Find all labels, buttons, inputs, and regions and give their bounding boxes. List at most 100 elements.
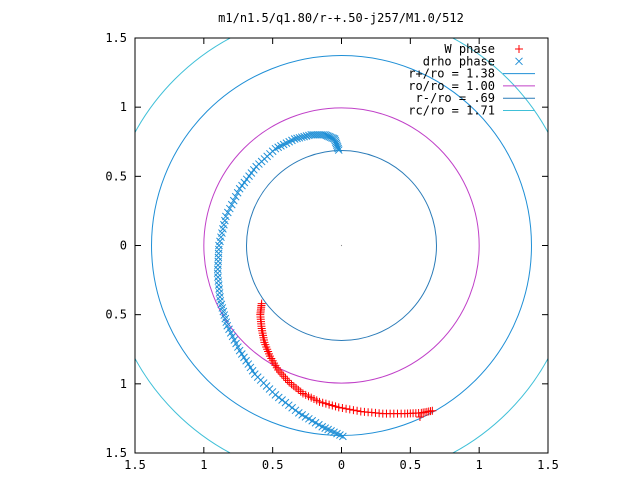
data-point <box>300 132 308 141</box>
data-point <box>293 134 301 143</box>
data-point <box>328 133 336 142</box>
x-tick-label: 0 <box>338 458 345 472</box>
data-point <box>231 192 240 201</box>
y-tick-label: 0.5 <box>105 169 127 183</box>
data-point <box>289 382 298 391</box>
x-tick-label: 1 <box>200 458 207 472</box>
data-point <box>279 372 288 381</box>
data-point <box>287 380 296 389</box>
data-point <box>240 178 249 187</box>
legend-label: r-/ro = .69 <box>416 91 495 105</box>
data-point <box>248 366 257 375</box>
data-point <box>331 402 340 411</box>
legend-label: rc/ro = 1.71 <box>408 104 495 118</box>
data-point <box>330 135 339 143</box>
legend-label: W phase <box>444 42 495 56</box>
data-point <box>339 432 347 441</box>
data-point <box>240 353 248 362</box>
data-point <box>334 403 343 412</box>
data-point <box>247 169 256 177</box>
data-point <box>291 406 300 415</box>
data-point <box>349 406 358 415</box>
y-tick-label: 1 <box>120 377 127 391</box>
data-point <box>297 133 306 142</box>
data-point <box>318 398 327 407</box>
data-point <box>326 133 335 142</box>
data-point <box>315 130 323 139</box>
data-point <box>304 131 313 140</box>
data-point <box>274 366 283 374</box>
data-point <box>229 196 238 205</box>
x-tick-label: 1 <box>476 458 483 472</box>
data-point <box>328 401 337 410</box>
x-tick-label: 1.5 <box>124 458 146 472</box>
data-point <box>235 184 244 193</box>
data-point <box>237 350 246 358</box>
y-tick-label: 1.5 <box>105 31 127 45</box>
data-point <box>214 245 223 254</box>
data-point <box>214 249 223 258</box>
data-point <box>283 376 292 385</box>
x-tick-label: 0.5 <box>262 458 284 472</box>
data-point <box>281 374 290 383</box>
data-point <box>225 204 234 213</box>
data-point <box>223 208 232 217</box>
data-point <box>311 130 320 139</box>
data-point <box>321 130 329 139</box>
data-point <box>284 401 293 410</box>
legend-label: drho phase <box>423 54 495 68</box>
data-point <box>233 188 242 197</box>
data-point <box>345 405 354 414</box>
data-point <box>288 403 296 412</box>
data-point <box>428 406 437 415</box>
legend-label: r+/ro = 1.38 <box>408 67 495 81</box>
radius-circle <box>203 107 480 384</box>
data-point <box>315 397 324 406</box>
chart-title: m1/n1.5/q1.80/r-+.50-j257/M1.0/512 <box>218 11 464 25</box>
data-point <box>307 130 316 139</box>
data-point <box>246 363 255 372</box>
y-tick-label: 1.5 <box>105 446 127 460</box>
data-point <box>295 133 304 142</box>
data-point <box>325 400 334 409</box>
data-point <box>323 132 332 140</box>
data-point <box>245 172 253 180</box>
legend-swatch <box>515 57 523 66</box>
data-point <box>302 132 311 140</box>
data-point <box>329 134 338 143</box>
data-point <box>319 130 327 139</box>
data-point <box>235 346 244 355</box>
data-point <box>285 378 294 387</box>
data-point <box>281 398 290 407</box>
data-point <box>214 257 223 266</box>
legend-label: ro/ro = 1.00 <box>408 79 495 93</box>
x-tick-label: 0.5 <box>399 458 421 472</box>
data-point <box>238 181 246 190</box>
data-point <box>227 200 236 209</box>
data-point <box>274 393 283 402</box>
data-point <box>353 406 362 415</box>
data-point <box>252 162 261 171</box>
x-tick-label: 1.5 <box>537 458 559 472</box>
data-point <box>271 391 280 399</box>
data-point <box>321 399 330 408</box>
data-point <box>242 356 250 365</box>
data-point <box>338 404 347 413</box>
data-point <box>244 360 253 368</box>
data-point <box>242 175 251 184</box>
data-point <box>342 404 351 413</box>
data-point <box>214 253 223 262</box>
data-point <box>215 241 223 250</box>
data-point <box>325 132 333 141</box>
y-tick-label: 0 <box>120 239 127 253</box>
data-point <box>317 130 325 139</box>
data-point <box>249 165 258 174</box>
legend-swatch <box>515 45 523 53</box>
data-point <box>213 265 222 274</box>
data-point <box>313 130 321 139</box>
y-tick-label: 1 <box>120 100 127 114</box>
data-point <box>277 370 286 379</box>
y-tick-label: 0.5 <box>105 308 127 322</box>
data-point <box>276 368 285 377</box>
